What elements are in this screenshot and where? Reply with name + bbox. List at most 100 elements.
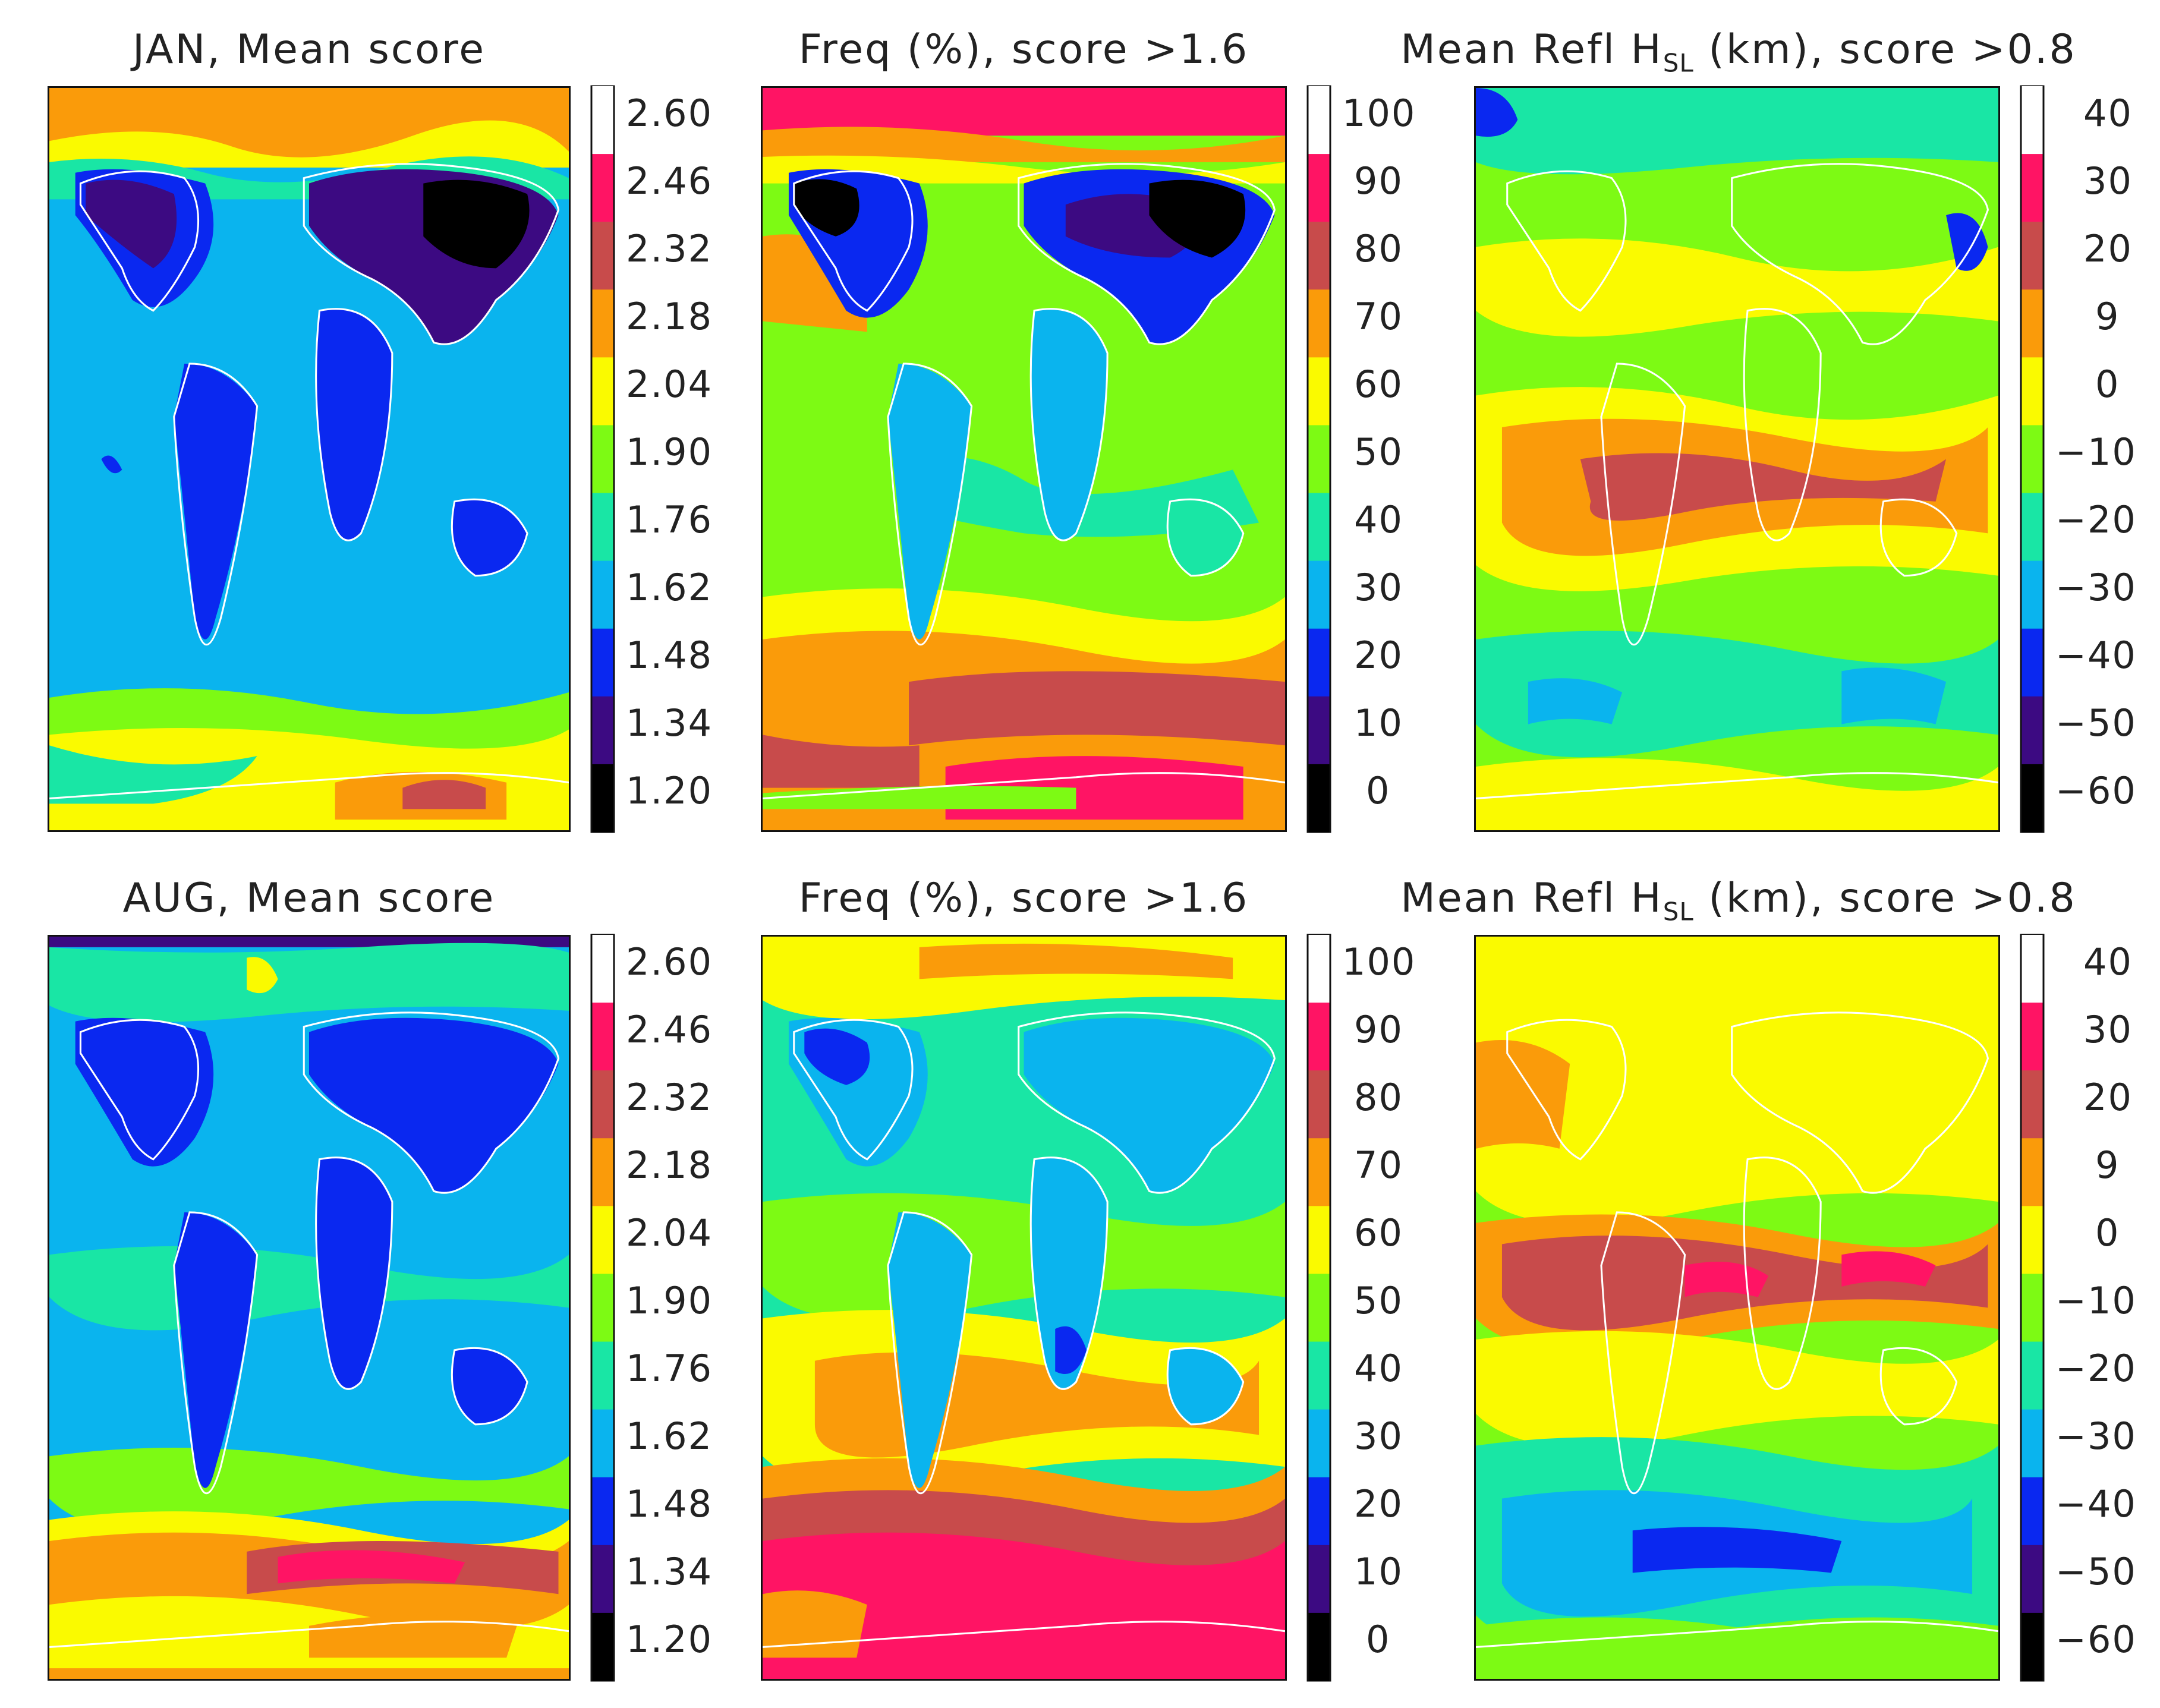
colorbar-swatch <box>592 493 613 562</box>
colorbar-swatch <box>592 289 613 358</box>
colorbar-tick-label: 1.90 <box>626 430 713 474</box>
colorbar-swatches <box>2022 935 2043 1681</box>
colorbar-swatch <box>2022 1409 2043 1478</box>
colorbar-swatches <box>592 935 613 1681</box>
colorbar-tick-label: 1.76 <box>626 498 713 541</box>
colorbar-tick-label: −20 <box>2055 498 2137 541</box>
colorbar-tick-label: 10 <box>1354 1550 1403 1593</box>
colorbar-swatch <box>2022 1612 2043 1681</box>
colorbar-swatch <box>592 86 613 155</box>
colorbar-tick-label: −60 <box>2055 769 2137 812</box>
colorbar-tick-label: 1.76 <box>626 1347 713 1390</box>
colorbar-tick-label: 80 <box>1354 1076 1403 1119</box>
colorbar-tick-label: 2.60 <box>626 92 713 135</box>
colorbar-swatch <box>1308 289 1330 358</box>
colorbar-swatch <box>2022 628 2043 697</box>
colorbar-tick-label: −10 <box>2055 1279 2137 1322</box>
colorbar-tick-label: 0 <box>2095 363 2120 406</box>
colorbar-tick-label: 2.18 <box>626 295 713 338</box>
colorbar-swatch <box>592 628 613 697</box>
colorbar-tick-label: 40 <box>2083 92 2133 135</box>
colorbar-tick-label: −50 <box>2055 1550 2137 1593</box>
colorbar-swatch <box>1308 1409 1330 1478</box>
colorbar-swatch <box>2022 1070 2043 1139</box>
title-main: Mean Refl H <box>1400 875 1663 922</box>
colorbar-tick-label: 1.20 <box>626 769 713 812</box>
colorbar-tick-label: 40 <box>2083 940 2133 984</box>
colorbar-tick-label: −50 <box>2055 701 2137 745</box>
colorbar: 2.60 2.46 2.32 2.18 2.04 1.90 1.76 1.62 … <box>590 85 740 835</box>
colorbar-tick-label: 1.34 <box>626 1550 713 1593</box>
colorbar-tick-label: 30 <box>1354 566 1403 609</box>
map-field <box>1476 88 1998 830</box>
colorbar-swatch <box>592 1341 613 1410</box>
colorbar-svg: 40 30 20 9 0 −10 −20 −30 −40 −50 −60 <box>2020 85 2137 833</box>
colorbar-swatch <box>1308 1206 1330 1274</box>
colorbar-tick-label: 30 <box>2083 1008 2133 1051</box>
colorbar-tick-label: 2.60 <box>626 940 713 984</box>
colorbar-swatch <box>1308 493 1330 562</box>
colorbar-swatches <box>2022 86 2043 833</box>
colorbar-swatches <box>1308 935 1330 1681</box>
colorbar-swatch <box>2022 1206 2043 1274</box>
map-image <box>1474 86 2000 832</box>
colorbar-swatch <box>2022 1341 2043 1410</box>
colorbar-tick-label: 70 <box>1354 295 1403 338</box>
colorbar-svg: 40 30 20 9 0 −10 −20 −30 −40 −50 −60 <box>2020 934 2137 1682</box>
colorbar-tick-label: −10 <box>2055 430 2137 474</box>
colorbar-tick-label: 2.46 <box>626 159 713 203</box>
colorbar-swatch <box>2022 764 2043 833</box>
colorbar-svg: 2.60 2.46 2.32 2.18 2.04 1.90 1.76 1.62 … <box>590 85 713 833</box>
map-field <box>763 937 1285 1679</box>
colorbar-tick-label: 2.18 <box>626 1143 713 1187</box>
colorbar-swatch <box>592 222 613 290</box>
colorbar-swatch <box>1308 1612 1330 1681</box>
colorbar-swatch <box>1308 1477 1330 1546</box>
map-field <box>49 937 569 1679</box>
colorbar-swatch <box>592 425 613 494</box>
colorbar-swatch <box>2022 1477 2043 1546</box>
colorbar-tick-label: 2.46 <box>626 1008 713 1051</box>
colorbar-swatch <box>1308 560 1330 629</box>
colorbar-tick-label: 1.62 <box>626 1414 713 1458</box>
colorbar-tick-label: 20 <box>1354 1482 1403 1526</box>
colorbar-swatch <box>592 1138 613 1206</box>
map-image <box>48 935 571 1681</box>
colorbar-swatch <box>2022 696 2043 765</box>
colorbar-tick-label: 60 <box>1354 363 1403 406</box>
colorbar-tick-label: 2.04 <box>626 363 713 406</box>
colorbar: 40 30 20 9 0 −10 −20 −30 −40 −50 −60 <box>2020 934 2152 1684</box>
colorbar-tick-label: 0 <box>2095 1211 2120 1255</box>
colorbar-swatch <box>592 764 613 833</box>
colorbar-swatch <box>592 935 613 1003</box>
colorbar: 2.60 2.46 2.32 2.18 2.04 1.90 1.76 1.62 … <box>590 934 740 1684</box>
colorbar-swatch <box>1308 764 1330 833</box>
colorbar-swatch <box>592 154 613 222</box>
colorbar-swatch <box>1308 1545 1330 1614</box>
map-field <box>49 88 569 830</box>
colorbar-tick-label: 20 <box>2083 1076 2133 1119</box>
colorbar-tick-label: 100 <box>1342 92 1416 135</box>
colorbar-swatch <box>1308 1341 1330 1410</box>
colorbar-swatch <box>592 1070 613 1139</box>
colorbar-swatch <box>592 1477 613 1546</box>
colorbar-tick-label: 70 <box>1354 1143 1403 1187</box>
panel-title: Freq (%), score >1.6 <box>798 26 1249 73</box>
colorbar-tick-label: 2.04 <box>626 1211 713 1255</box>
colorbar-tick-label: 100 <box>1342 940 1416 984</box>
title-main: Mean Refl H <box>1400 26 1663 73</box>
colorbar-tick-label: 80 <box>1354 227 1403 270</box>
colorbar-swatch <box>592 560 613 629</box>
colorbar-swatch <box>592 1206 613 1274</box>
map-field <box>763 88 1285 830</box>
colorbar-swatch <box>1308 1070 1330 1139</box>
colorbar-tick-label: 9 <box>2095 1143 2120 1187</box>
colorbar-tick-label: 1.62 <box>626 566 713 609</box>
title-subscript: SL <box>1662 48 1694 78</box>
colorbar-tick-label: −40 <box>2055 634 2137 677</box>
panel-title: Mean Refl HSL (km), score >0.8 <box>1373 878 2104 925</box>
colorbar-tick-label: 20 <box>1354 634 1403 677</box>
map-field <box>1476 937 1998 1679</box>
colorbar-tick-label: 60 <box>1354 1211 1403 1255</box>
colorbar-swatch <box>2022 1138 2043 1206</box>
